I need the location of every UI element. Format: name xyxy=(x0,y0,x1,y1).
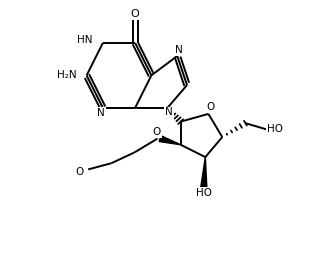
Text: HO: HO xyxy=(196,188,212,198)
Polygon shape xyxy=(159,136,181,145)
Text: N: N xyxy=(175,46,183,55)
Text: HN: HN xyxy=(76,35,92,45)
Text: O: O xyxy=(131,9,139,19)
Text: N: N xyxy=(165,107,173,117)
Text: O: O xyxy=(207,102,215,112)
Text: O: O xyxy=(153,127,161,137)
Text: O: O xyxy=(75,167,84,177)
Text: N: N xyxy=(97,108,105,118)
Text: HO: HO xyxy=(267,124,283,134)
Polygon shape xyxy=(201,157,207,188)
Text: H₂N: H₂N xyxy=(57,70,77,80)
